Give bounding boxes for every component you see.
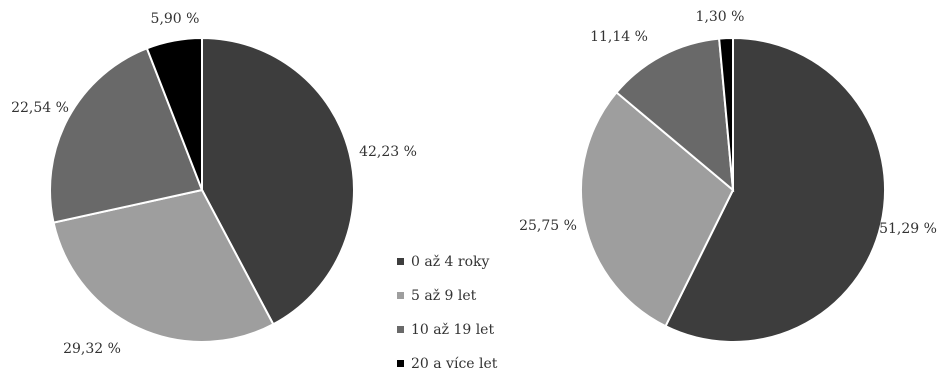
legend-label-10-19-years: 10 až 19 let: [411, 322, 494, 338]
pie-slice-20-plus-years: [145, 36, 203, 191]
legend: 0 až 4 roky 5 až 9 let 10 až 19 let 20 a ví…: [397, 254, 498, 371]
data-label-10-19-years: 11,14 %: [590, 29, 648, 45]
legend-label-5-9-years: 5 až 9 let: [411, 288, 477, 304]
pie-slice-20-plus-years: [718, 36, 734, 191]
data-label-5-9-years: 25,75 %: [519, 218, 577, 234]
pie-slice-5-9-years: [580, 90, 735, 328]
legend-swatch-0-4-years: [397, 258, 404, 265]
legend-swatch-10-19-years: [397, 326, 404, 333]
legend-label-20-plus-years: 20 a více let: [411, 356, 498, 371]
pie-slice-0-4-years: [664, 36, 886, 343]
legend-swatch-5-9-years: [397, 292, 404, 299]
pie-slice-0-4-years: [201, 36, 355, 326]
data-label-20-plus-years: 5,90 %: [151, 11, 200, 27]
data-label-5-9-years: 29,32 %: [63, 341, 121, 357]
data-label-10-19-years: 22,54 %: [11, 100, 69, 116]
legend-swatch-20-plus-years: [397, 360, 404, 367]
pie-slice-5-9-years: [52, 188, 275, 343]
pie-slice-10-19-years: [615, 37, 735, 193]
pie-chart-left: 42,23 % 29,32 % 22,54 % 5,90 %: [11, 11, 417, 357]
legend-label-0-4-years: 0 až 4 roky: [411, 254, 489, 270]
data-label-20-plus-years: 1,30 %: [696, 9, 745, 25]
pie-slice-10-19-years: [49, 47, 204, 224]
data-label-0-4-years: 51,29 %: [879, 221, 937, 237]
data-label-0-4-years: 42,23 %: [359, 144, 417, 160]
pie-chart-right: 51,29 % 25,75 % 11,14 % 1,30 %: [519, 9, 937, 343]
